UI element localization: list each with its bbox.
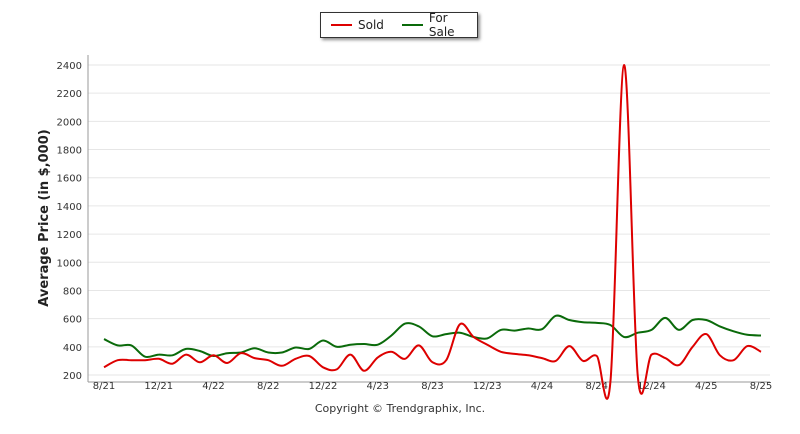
x-tick-label: 4/25 [695,381,717,392]
sold-swatch-icon [331,24,352,26]
y-tick-label: 1000 [57,258,82,269]
legend-label-sold: Sold [358,18,384,32]
y-tick-label: 2000 [57,117,82,128]
for-sale-series-line [103,314,762,359]
x-tick-label: 8/23 [421,381,443,392]
y-tick-labels: 200 400 600 800 1000 1200 1400 1600 1800 2000 2200… [57,61,82,382]
y-tick-label: 400 [63,343,82,354]
legend: Sold For Sale [320,11,478,39]
x-tick-label: 8/24 [586,381,608,392]
grid-lines [88,64,770,376]
x-tick-label: 8/21 [93,381,115,392]
x-tick-label: 4/24 [531,381,553,392]
x-tick-label: 12/23 [473,381,502,392]
x-tick-label: 12/22 [309,381,338,392]
y-tick-label: 1200 [57,230,82,241]
axes [87,55,770,383]
legend-item-sold[interactable]: Sold [331,18,384,32]
y-axis-label: Average Price (in $,000) [37,129,52,306]
series-lines [103,63,762,400]
y-tick-label: 200 [63,371,82,382]
y-tick-label: 1800 [57,146,82,157]
x-tick-labels: 8/21 12/21 4/22 8/22 12/22 4/23 8/23 12/23 4/24 8… [93,381,772,392]
x-tick-label: 4/22 [202,381,224,392]
legend-label-for-sale: For Sale [428,11,455,39]
y-tick-label: 800 [63,286,82,297]
for-sale-swatch-icon [401,24,423,26]
x-tick-label: 12/21 [144,381,173,392]
y-tick-label: 600 [63,315,82,326]
x-tick-label: 8/22 [257,381,279,392]
legend-item-for-sale[interactable]: For Sale [401,11,477,39]
y-tick-label: 2400 [57,61,82,72]
x-tick-label: 4/23 [367,381,389,392]
y-tick-label: 2200 [57,89,82,100]
copyright-text: Copyright © Trendgraphix, Inc. [314,402,486,415]
y-tick-label: 1600 [57,174,82,185]
sold-series-line [103,63,762,400]
x-tick-label: 12/24 [637,381,666,392]
y-tick-label: 1400 [57,202,82,213]
x-tick-label: 8/25 [750,381,772,392]
